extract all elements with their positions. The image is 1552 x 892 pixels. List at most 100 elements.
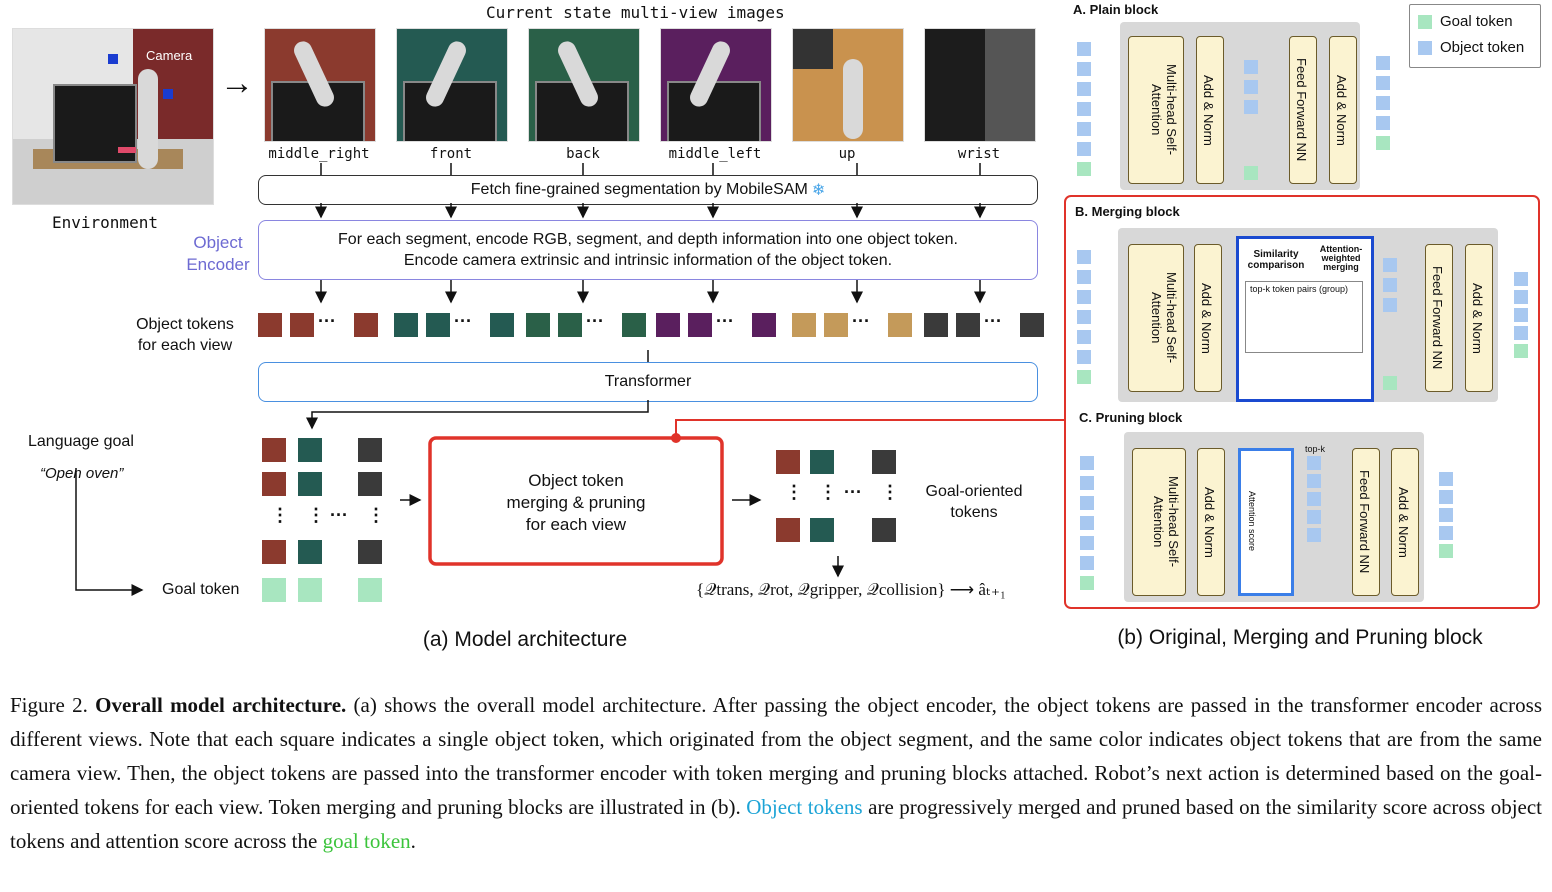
object-token [824, 313, 848, 337]
view-image [396, 28, 508, 142]
plain-ffn: Feed Forward NN [1289, 36, 1317, 184]
object-token-small [1080, 476, 1094, 490]
view-image [792, 28, 904, 142]
object-token-small [1244, 80, 1258, 94]
object-token [290, 313, 314, 337]
matrix-token [358, 472, 382, 496]
topk-label: top-k [1305, 444, 1326, 454]
matrix-token [262, 540, 286, 564]
snowflake-icon: ❄ [811, 182, 826, 199]
object-token [490, 313, 514, 337]
encoder-line-1: For each segment, encode RGB, segment, a… [338, 231, 958, 248]
oven-shape [667, 81, 761, 141]
caption-text-1: (a) shows the overall model architecture… [10, 693, 1542, 819]
object-token-small [1307, 528, 1321, 542]
object-token [656, 313, 680, 337]
caption-a: (a) Model architecture [422, 628, 628, 651]
view-image [924, 28, 1036, 142]
vertical-ellipsis: ⋮ [271, 505, 289, 525]
wrist-shadow [985, 29, 1035, 141]
legend-goal-label: Goal token [1440, 13, 1513, 30]
object-token-small [1439, 472, 1453, 486]
vertical-ellipsis: ⋮ [367, 505, 385, 525]
ellipsis: ··· [852, 311, 870, 331]
pruning-addnorm1: Add & Norm [1197, 448, 1225, 596]
object-token-small [1077, 290, 1091, 304]
plain-addnorm1: Add & Norm [1196, 36, 1224, 184]
object-token [956, 313, 980, 337]
goal-token-small [1514, 344, 1528, 358]
object-token-small [1307, 492, 1321, 506]
object-token [258, 313, 282, 337]
plain-block-title: A. Plain block [1073, 2, 1159, 17]
view-label: middle_right [268, 146, 370, 162]
matrix-token [262, 438, 286, 462]
transformer-text: Transformer [604, 373, 692, 390]
view-label: up [838, 146, 856, 162]
object-token-small [1077, 122, 1091, 136]
object-token-small [1383, 258, 1397, 272]
pruning-ffn: Feed Forward NN [1352, 448, 1380, 596]
goal-token-small [1077, 162, 1091, 176]
vertical-ellipsis: ⋮ [307, 505, 325, 525]
matrix-token [298, 438, 322, 462]
arrow-right-icon: → [220, 64, 254, 102]
object-token-small [1077, 62, 1091, 76]
object-token-small [1077, 250, 1091, 264]
view-image [264, 28, 376, 142]
pruning-block-title: C. Pruning block [1079, 410, 1183, 425]
object-token [394, 313, 418, 337]
object-token-small [1077, 102, 1091, 116]
camera-label: Camera [146, 48, 193, 63]
merging-ffn: Feed Forward NN [1425, 244, 1453, 392]
object-token-small [1080, 536, 1094, 550]
mobilesam-text: Fetch fine-grained segmentation by Mobil… [470, 181, 808, 198]
goal-token-square [298, 578, 322, 602]
object-token-small [1383, 298, 1397, 312]
view-label: back [566, 146, 600, 162]
vertical-ellipsis: ⋮ [785, 482, 803, 502]
mobilesam-bar: Fetch fine-grained segmentation by Mobil… [258, 175, 1038, 205]
merging-addnorm1: Add & Norm [1194, 244, 1222, 392]
object-token-small [1080, 516, 1094, 530]
view-label: wrist [957, 146, 1001, 162]
object-token-small [1077, 330, 1091, 344]
attn-weighted-label: Attention-weighted merging [1319, 244, 1363, 272]
object-token-small [1080, 456, 1094, 470]
object-token-small [1080, 556, 1094, 570]
object-token-small [1514, 326, 1528, 340]
transformer-box: Transformer [258, 362, 1038, 402]
legend-object-label: Object token [1440, 39, 1525, 56]
merging-block-title: B. Merging block [1075, 204, 1180, 219]
object-token [526, 313, 550, 337]
matrix-token [358, 540, 382, 564]
goal-token-square [262, 578, 286, 602]
ellipsis: ··· [454, 311, 472, 331]
goal-token-square [358, 578, 382, 602]
vertical-ellipsis: ⋮ [881, 482, 899, 502]
goal-token-label: Goal token [162, 581, 240, 598]
ellipsis: ··· [318, 311, 336, 331]
object-encoder-label: Object Encoder [186, 233, 250, 274]
object-token-small [1514, 308, 1528, 322]
object-token-small [1307, 510, 1321, 524]
topk-pairs-box: top-k token pairs (group) [1245, 281, 1363, 353]
legend-object-swatch [1418, 41, 1432, 55]
figure-caption: Figure 2. Overall model architecture. (a… [10, 688, 1542, 858]
vertical-ellipsis: ⋮ [819, 482, 837, 502]
goal-token-small [1080, 576, 1094, 590]
object-tokens-label: Object tokens for each view [136, 316, 234, 354]
matrix-token [298, 540, 322, 564]
object-token-small [1077, 270, 1091, 284]
goal-oriented-token [810, 518, 834, 542]
matrix-token [298, 472, 322, 496]
merging-addnorm2: Add & Norm [1465, 244, 1493, 392]
plain-addnorm2: Add & Norm [1329, 36, 1357, 184]
merging-module: Similarity comparison Attention-weighted… [1236, 236, 1374, 402]
ellipsis: ··· [984, 311, 1002, 331]
object-token-small [1376, 96, 1390, 110]
object-token [1020, 313, 1044, 337]
robot-arm [843, 59, 863, 139]
legend-goal-swatch [1418, 15, 1432, 29]
language-goal-label: Language goal [28, 433, 134, 450]
